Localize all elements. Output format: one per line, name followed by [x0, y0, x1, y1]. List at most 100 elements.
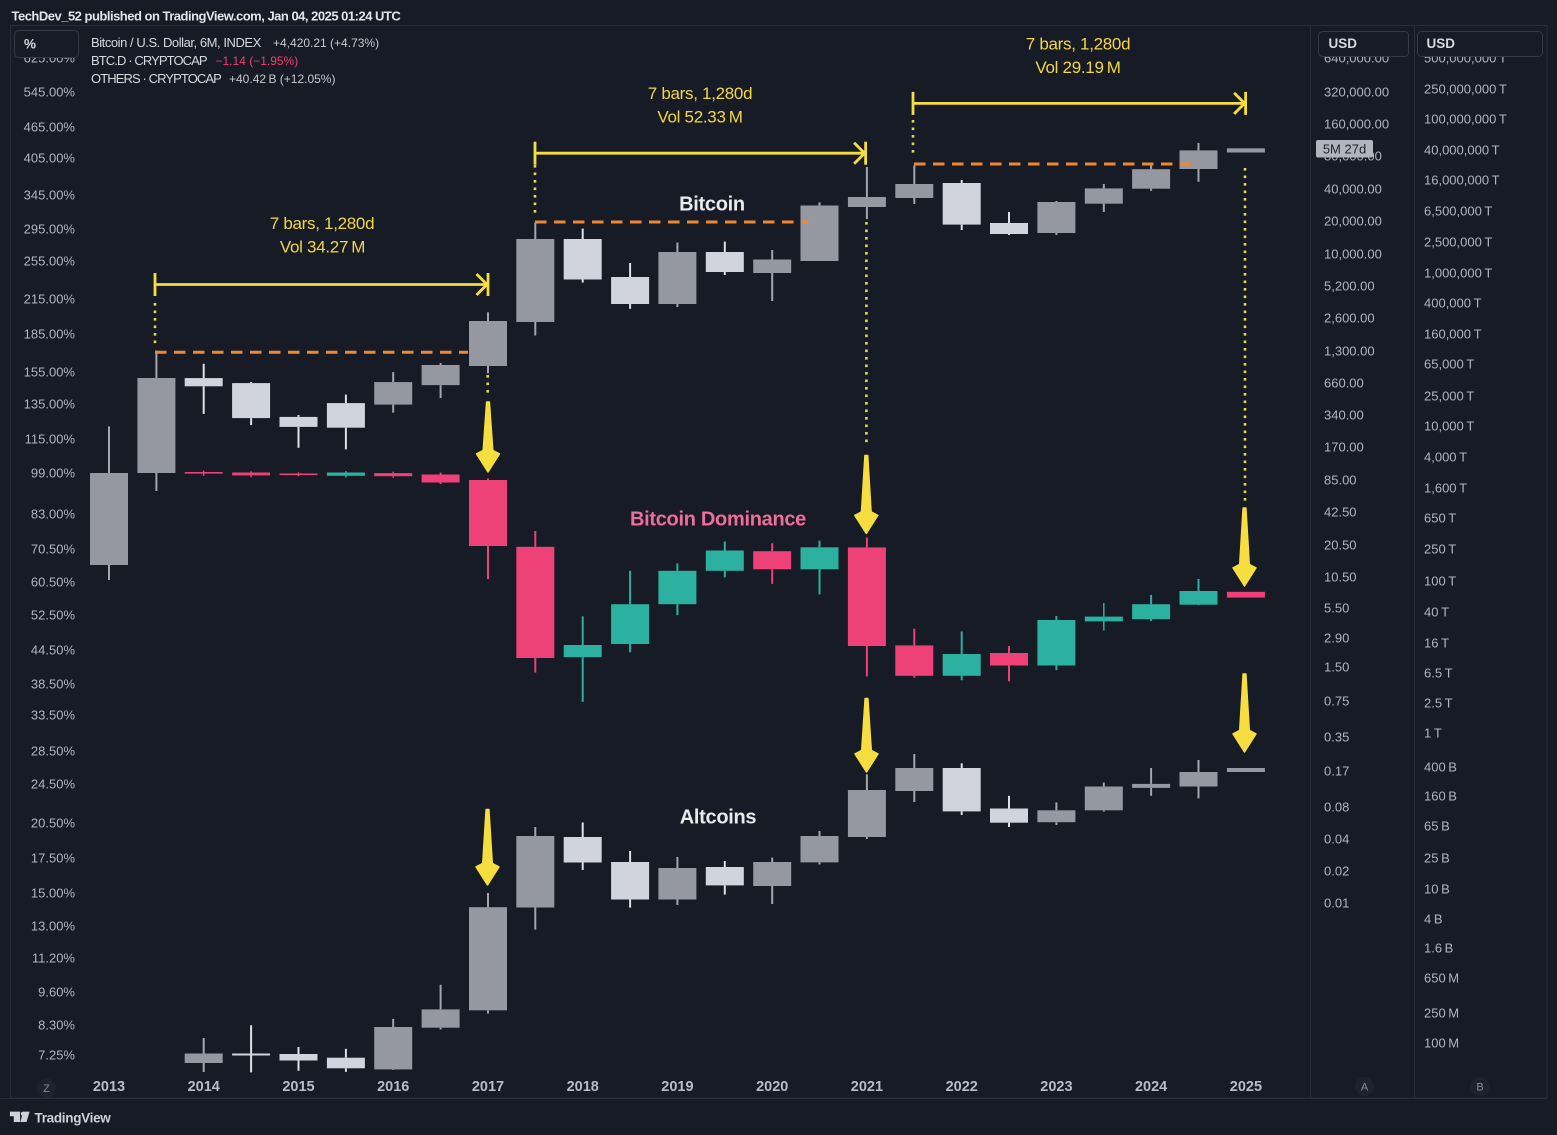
svg-text:7 bars, 1,280d: 7 bars, 1,280d [1026, 35, 1131, 54]
svg-text:2019: 2019 [661, 1079, 693, 1095]
svg-text:11.20%: 11.20% [32, 951, 76, 966]
svg-text:10,000 T: 10,000 T [1424, 419, 1474, 434]
svg-text:%: % [24, 37, 36, 52]
svg-text:16 T: 16 T [1424, 636, 1449, 651]
svg-text:Vol 34.27 M: Vol 34.27 M [280, 238, 365, 257]
svg-text:2017: 2017 [472, 1079, 504, 1095]
svg-text:25 B: 25 B [1424, 851, 1450, 866]
svg-text:85.00: 85.00 [1324, 473, 1357, 488]
svg-text:2014: 2014 [188, 1079, 220, 1095]
svg-text:650 M: 650 M [1424, 971, 1459, 986]
svg-text:44.50%: 44.50% [31, 643, 76, 658]
svg-text:0.01: 0.01 [1324, 896, 1349, 911]
svg-text:Altcoins: Altcoins [680, 807, 757, 829]
svg-text:1 T: 1 T [1424, 726, 1442, 741]
svg-text:TradingView: TradingView [35, 1111, 112, 1126]
svg-text:5.50: 5.50 [1324, 601, 1349, 616]
svg-text:83.00%: 83.00% [31, 507, 76, 522]
svg-text:TechDev_52 published on Tradin: TechDev_52 published on TradingView.com,… [12, 9, 402, 24]
svg-text:Vol 29.19 M: Vol 29.19 M [1035, 58, 1120, 77]
svg-text:Bitcoin Dominance: Bitcoin Dominance [630, 509, 806, 531]
svg-text:BTC.D · CRYPTOCAP: BTC.D · CRYPTOCAP [91, 53, 207, 68]
svg-text:295.00%: 295.00% [24, 222, 76, 237]
svg-text:160 B: 160 B [1424, 789, 1457, 804]
svg-text:10 B: 10 B [1424, 882, 1450, 897]
svg-text:2020: 2020 [756, 1079, 788, 1095]
svg-text:USD: USD [1329, 36, 1358, 51]
svg-text:38.50%: 38.50% [31, 677, 76, 692]
svg-text:100,000,000 T: 100,000,000 T [1424, 112, 1507, 127]
svg-text:215.00%: 215.00% [24, 292, 76, 307]
svg-text:2013: 2013 [93, 1079, 125, 1095]
svg-text:60.50%: 60.50% [31, 575, 76, 590]
svg-text:160,000 T: 160,000 T [1424, 327, 1482, 342]
svg-text:7.25%: 7.25% [38, 1048, 75, 1063]
svg-text:400,000 T: 400,000 T [1424, 296, 1482, 311]
svg-text:115.00%: 115.00% [25, 432, 76, 447]
svg-text:250 T: 250 T [1424, 542, 1456, 557]
svg-text:1,600 T: 1,600 T [1424, 481, 1467, 496]
svg-text:A: A [1361, 1082, 1369, 1094]
svg-text:20.50%: 20.50% [31, 816, 76, 831]
svg-text:0.04: 0.04 [1324, 832, 1349, 847]
svg-text:545.00%: 545.00% [24, 85, 76, 100]
svg-text:40,000,000 T: 40,000,000 T [1424, 143, 1500, 158]
svg-text:13.00%: 13.00% [31, 919, 76, 934]
svg-text:2,600.00: 2,600.00 [1324, 311, 1375, 326]
svg-text:2024: 2024 [1135, 1079, 1167, 1095]
svg-text:+4,420.21 (+4.73%): +4,420.21 (+4.73%) [273, 36, 379, 50]
svg-text:340.00: 340.00 [1324, 408, 1364, 423]
svg-text:250 M: 250 M [1424, 1006, 1459, 1021]
svg-text:2025: 2025 [1230, 1079, 1262, 1095]
svg-text:40,000.00: 40,000.00 [1324, 182, 1382, 197]
svg-text:16,000,000 T: 16,000,000 T [1424, 173, 1500, 188]
svg-text:135.00%: 135.00% [24, 397, 76, 412]
svg-text:5,200.00: 5,200.00 [1324, 279, 1375, 294]
svg-text:2015: 2015 [282, 1079, 314, 1095]
svg-text:8.30%: 8.30% [38, 1018, 75, 1033]
svg-text:6,500,000 T: 6,500,000 T [1424, 204, 1492, 219]
svg-text:2022: 2022 [946, 1079, 978, 1095]
svg-text:100 T: 100 T [1424, 574, 1456, 589]
svg-text:255.00%: 255.00% [24, 254, 76, 269]
svg-text:2018: 2018 [567, 1079, 599, 1095]
svg-text:2023: 2023 [1040, 1079, 1072, 1095]
svg-text:65 B: 65 B [1424, 819, 1450, 834]
svg-text:USD: USD [1427, 36, 1456, 51]
svg-text:40 T: 40 T [1424, 605, 1449, 620]
svg-text:0.75: 0.75 [1324, 694, 1349, 709]
svg-text:17.50%: 17.50% [31, 851, 76, 866]
svg-text:25,000 T: 25,000 T [1424, 389, 1474, 404]
svg-text:OTHERS · CRYPTOCAP: OTHERS · CRYPTOCAP [91, 71, 221, 86]
svg-text:Vol 52.33 M: Vol 52.33 M [657, 108, 742, 127]
svg-text:2.90: 2.90 [1324, 631, 1349, 646]
svg-text:0.02: 0.02 [1324, 864, 1349, 879]
svg-text:0.35: 0.35 [1324, 730, 1349, 745]
svg-text:20,000.00: 20,000.00 [1324, 214, 1382, 229]
svg-text:405.00%: 405.00% [24, 151, 76, 166]
svg-text:2.5 T: 2.5 T [1424, 696, 1453, 711]
svg-text:20.50: 20.50 [1324, 538, 1357, 553]
svg-text:2,500,000 T: 2,500,000 T [1424, 235, 1492, 250]
svg-text:70.50%: 70.50% [31, 542, 76, 557]
svg-text:7 bars, 1,280d: 7 bars, 1,280d [270, 214, 375, 233]
svg-text:100 M: 100 M [1424, 1036, 1459, 1051]
svg-text:24.50%: 24.50% [31, 777, 76, 792]
svg-text:1,300.00: 1,300.00 [1324, 344, 1375, 359]
svg-text:7 bars, 1,280d: 7 bars, 1,280d [648, 84, 753, 103]
svg-text:15.00%: 15.00% [31, 886, 76, 901]
svg-text:160,000.00: 160,000.00 [1324, 117, 1389, 132]
svg-text:5M 27d: 5M 27d [1323, 142, 1366, 157]
svg-text:1.50: 1.50 [1324, 660, 1349, 675]
svg-text:400 B: 400 B [1424, 760, 1457, 775]
svg-text:52.50%: 52.50% [31, 608, 76, 623]
svg-text:Z: Z [43, 1083, 50, 1095]
svg-text:33.50%: 33.50% [31, 708, 76, 723]
svg-text:28.50%: 28.50% [31, 744, 76, 759]
svg-text:99.00%: 99.00% [31, 466, 76, 481]
svg-text:170.00: 170.00 [1324, 440, 1364, 455]
svg-text:10.50: 10.50 [1324, 570, 1357, 585]
svg-text:185.00%: 185.00% [24, 327, 76, 342]
svg-text:660.00: 660.00 [1324, 376, 1364, 391]
svg-text:250,000,000 T: 250,000,000 T [1424, 82, 1507, 97]
